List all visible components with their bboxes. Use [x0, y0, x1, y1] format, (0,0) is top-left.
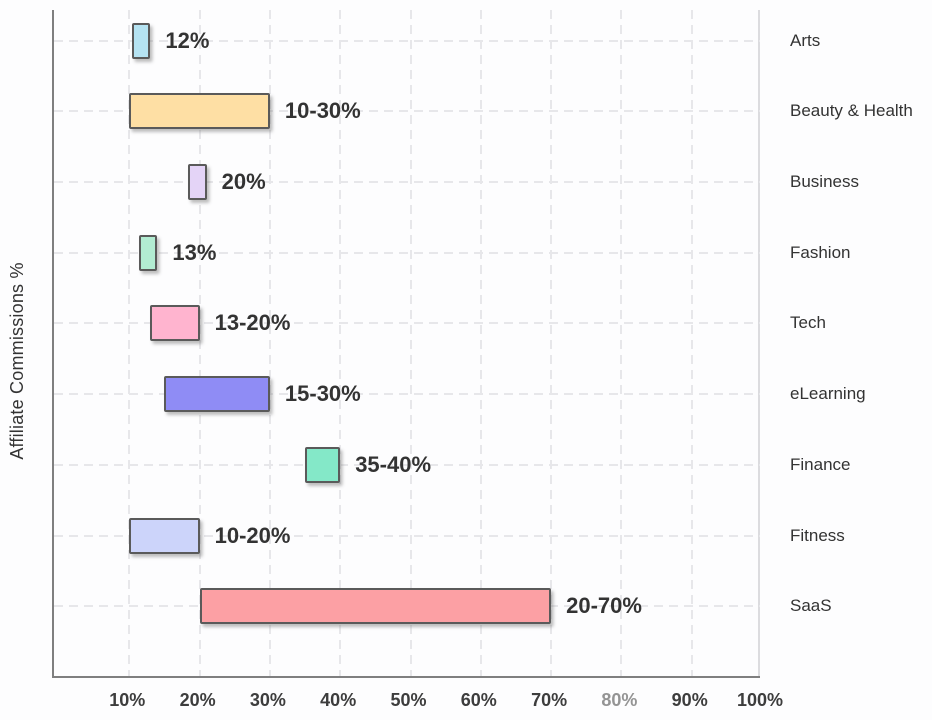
value-label-finance: 35-40%: [355, 451, 432, 477]
x-tick-label-40: 40%: [320, 690, 357, 710]
bar-beauty-health: [129, 93, 270, 130]
grid-hline-elearning: [54, 393, 760, 396]
grid-vline-60: [479, 10, 482, 676]
category-label-arts: Arts: [790, 30, 821, 50]
x-tick-label-60: 60%: [460, 690, 497, 710]
grid-vline-50: [409, 10, 412, 676]
bar-tech: [150, 305, 200, 342]
bar-fitness: [129, 517, 200, 554]
bar-fashion: [139, 234, 158, 271]
bar-saas: [199, 588, 552, 625]
bar-finance: [305, 446, 341, 483]
bar-elearning: [164, 376, 270, 413]
grid-hline-arts: [54, 39, 760, 42]
grid-vline-80: [620, 10, 623, 676]
value-label-saas: 20-70%: [566, 593, 642, 619]
grid-vline-30: [268, 10, 271, 676]
x-tick-label-80: 80%: [601, 690, 638, 710]
grid-hline-tech: [54, 322, 760, 325]
value-label-beauty-health: 10-30%: [284, 98, 361, 124]
grid-vline-90: [690, 10, 693, 676]
grid-hline-beauty-health: [54, 110, 760, 113]
grid-vline-40: [339, 10, 342, 676]
bar-business: [188, 164, 207, 200]
x-tick-label-100: 100%: [736, 690, 784, 710]
grid-vline-20: [198, 10, 201, 676]
grid-hline-finance: [54, 463, 760, 466]
category-label-beauty-health: Beauty & Health: [790, 101, 913, 121]
value-label-fashion: 13%: [172, 239, 217, 265]
value-label-business: 20%: [221, 169, 266, 194]
category-label-tech: Tech: [790, 313, 826, 333]
grid-vline-10: [128, 10, 131, 676]
x-tick-label-20: 20%: [179, 690, 216, 710]
y-axis-title: Affiliate Commissions %: [7, 262, 27, 460]
x-tick-label-50: 50%: [390, 690, 427, 710]
x-tick-label-10: 10%: [109, 690, 146, 710]
category-label-business: Business: [790, 172, 859, 191]
grid-vline-70: [550, 10, 553, 676]
value-label-arts: 12%: [165, 27, 210, 53]
category-label-elearning: eLearning: [790, 384, 866, 404]
category-label-fitness: Fitness: [790, 525, 845, 545]
category-label-saas: SaaS: [790, 596, 832, 616]
value-label-fitness: 10-20%: [214, 522, 291, 548]
value-label-tech: 13-20%: [214, 310, 291, 336]
x-tick-label-90: 90%: [671, 690, 708, 710]
value-label-elearning: 15-30%: [284, 381, 361, 407]
grid-hline-fitness: [54, 534, 760, 537]
x-tick-label-30: 30%: [249, 690, 286, 710]
category-label-finance: Finance: [790, 454, 851, 474]
plot-right-border: [758, 10, 760, 676]
bar-arts: [132, 22, 151, 59]
grid-hline-business: [54, 181, 760, 183]
grid-hline-fashion: [54, 251, 760, 254]
x-tick-label-70: 70%: [531, 690, 568, 710]
plot-area: 12% 10-30% 20% 13% 13-20% 15-30% 35-40% 10-20% 2…: [52, 10, 760, 678]
category-label-fashion: Fashion: [790, 242, 851, 262]
